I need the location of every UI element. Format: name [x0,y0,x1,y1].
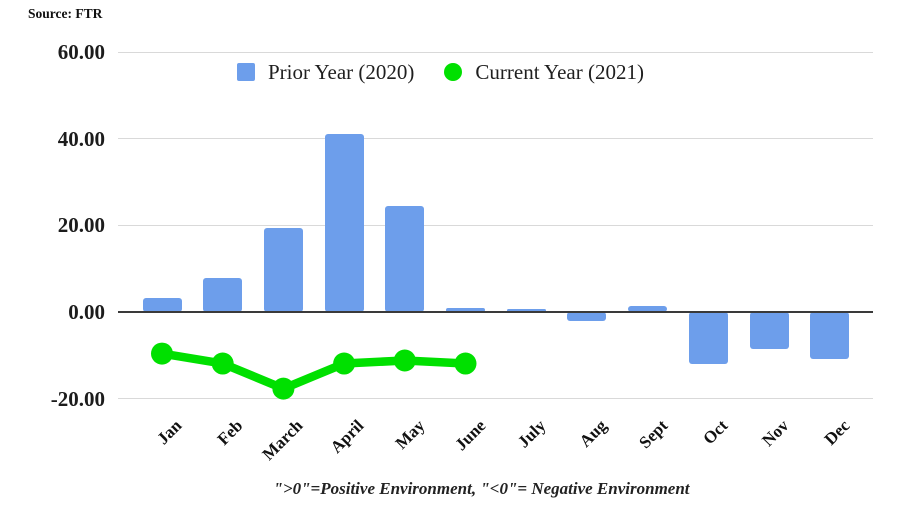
square-marker-icon [237,63,255,81]
gridline-20 [118,224,873,226]
legend-item-prior-year-2020-: Prior Year (2020) [237,60,414,84]
source-label: Source: FTR [28,6,103,21]
data-point-jan [151,342,173,365]
x-label-nov: Nov [758,416,793,451]
legend-item-label: Prior Year (2020) [268,60,415,84]
x-label-may: May [391,416,429,453]
y-tick-label--20: -20.00 [50,386,105,411]
x-label-jan: Jan [153,416,186,449]
bar-jan [142,298,182,312]
x-label-april: April [326,416,368,457]
bar-june [446,307,485,312]
data-point-may [393,349,416,372]
chart-legend: Prior Year (2020) Current Year (2021) [237,60,644,84]
y-tick-label-40: 40.00 [57,126,105,151]
data-point-feb [211,352,234,375]
data-point-march [272,377,295,400]
gridline--20 [118,398,873,400]
bar-may [385,205,425,312]
footnote-caption: ">0"=Positive Environment, "<0"= Negativ… [273,479,690,498]
bar-oct [688,312,728,365]
bar-march [263,227,303,312]
y-tick-label-20: 20.00 [57,213,105,238]
bar-dec [810,312,850,360]
data-point-april [333,352,356,375]
data-point-june [454,352,477,375]
y-tick-label-0: 0.00 [68,300,105,324]
gridline-40 [118,138,873,140]
bar-july [506,309,546,312]
bar-feb [203,278,243,312]
gridline-60 [118,51,873,53]
bar-aug [567,312,607,322]
x-label-july: July [514,416,550,452]
x-label-feb: Feb [213,416,247,449]
bar-april [324,133,364,312]
x-label-march: March [258,416,307,464]
circle-marker-icon [444,63,463,81]
x-axis-line [118,310,873,314]
bar-nov [749,312,789,350]
x-label-aug: Aug [575,416,611,451]
x-label-sept: Sept [634,416,672,453]
legend-item-current-year-2021-: Current Year (2021) [444,60,644,84]
legend-item-label: Current Year (2021) [475,60,644,84]
bar-sept [628,306,668,312]
x-label-oct: Oct [699,416,732,449]
current-year-line [157,349,470,393]
x-label-dec: Dec [820,416,854,449]
x-label-june: June [450,416,489,455]
y-tick-label-60: 60.00 [57,40,105,65]
